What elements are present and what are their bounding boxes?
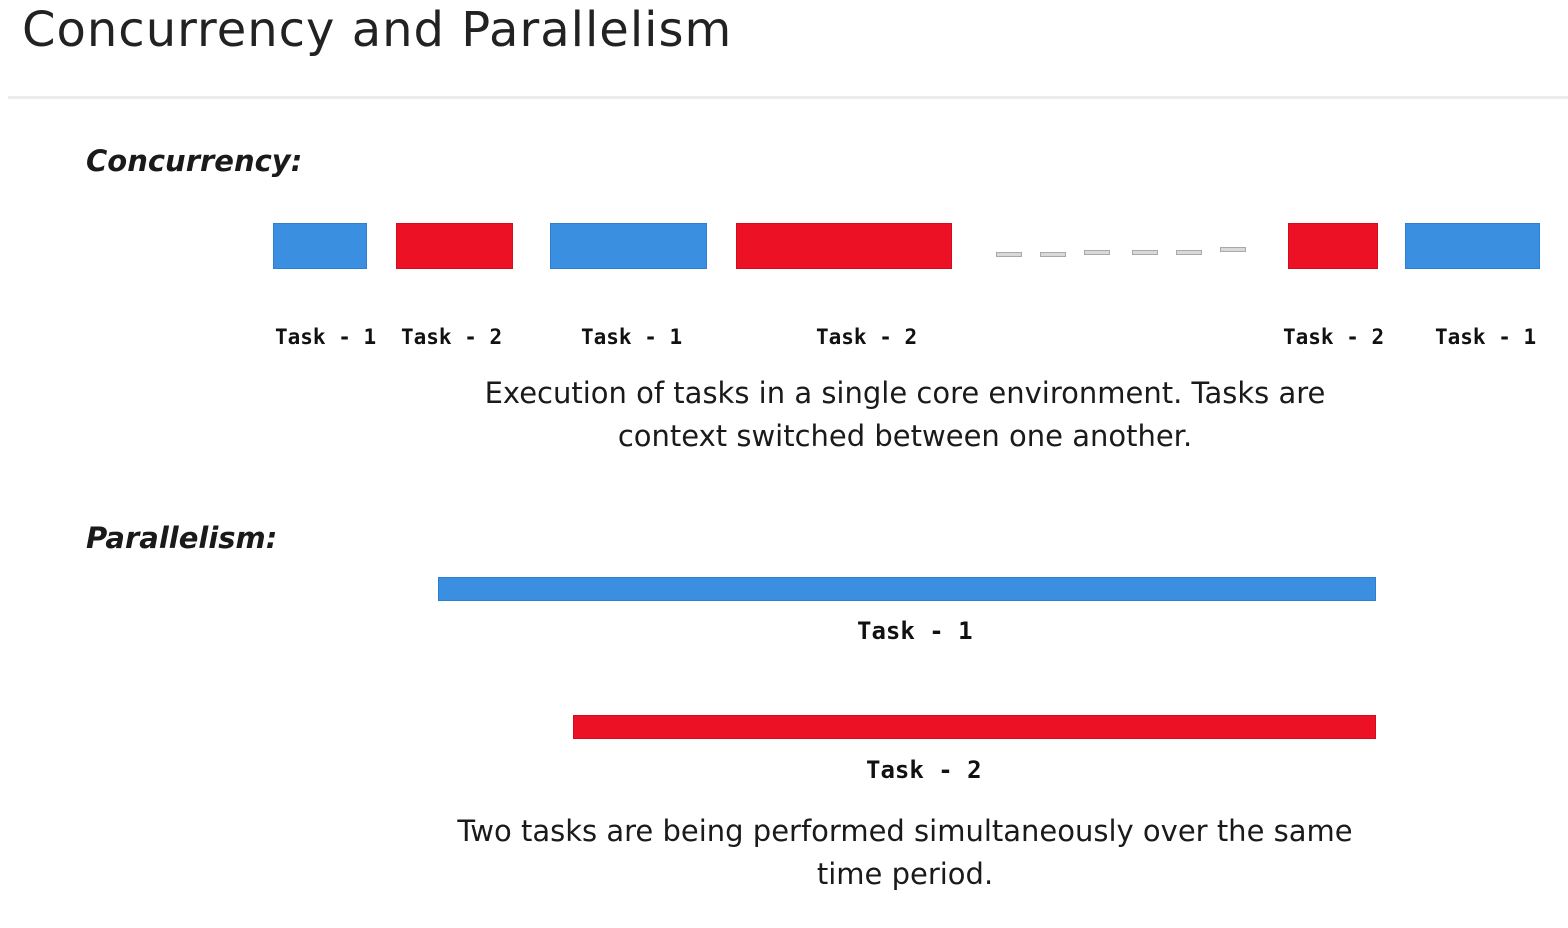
- timeline-label: Task - 1: [1435, 325, 1537, 349]
- timeline-block-task-1: [550, 223, 707, 269]
- timeline-block-task-2: [1288, 223, 1378, 269]
- caption-line: Two tasks are being performed simultaneo…: [457, 814, 1353, 848]
- gap-dash: [1040, 252, 1066, 257]
- caption-line: context switched between one another.: [617, 419, 1193, 453]
- parallel-bar-label-task-1: Task - 1: [857, 617, 973, 645]
- parallelism-heading: Parallelism:: [86, 521, 278, 555]
- caption-line: Execution of tasks in a single core envi…: [484, 376, 1326, 410]
- gap-dash: [996, 252, 1022, 257]
- timeline-block-task-2: [736, 223, 952, 269]
- caption-line: time period.: [816, 857, 994, 891]
- slide-title: Concurrency and Parallelism: [22, 2, 733, 58]
- gap-dash: [1132, 250, 1158, 255]
- title-divider: [8, 96, 1568, 99]
- concurrency-caption: Execution of tasks in a single core envi…: [440, 372, 1370, 458]
- concurrency-heading: Concurrency:: [86, 144, 303, 178]
- gap-dash: [1084, 250, 1110, 255]
- timeline-label: Task - 2: [1283, 325, 1385, 349]
- parallel-bar-task-1: [438, 577, 1376, 601]
- timeline-label: Task - 2: [816, 325, 918, 349]
- timeline-block-task-1: [1405, 223, 1540, 269]
- gap-dash: [1220, 247, 1246, 252]
- timeline-label: Task - 2: [401, 325, 503, 349]
- parallel-bar-label-task-2: Task - 2: [866, 756, 982, 784]
- timeline-label: Task - 1: [581, 325, 683, 349]
- timeline-label: Task - 1: [275, 325, 377, 349]
- parallel-bar-task-2: [573, 715, 1376, 739]
- timeline-block-task-1: [273, 223, 367, 269]
- timeline-block-task-2: [396, 223, 513, 269]
- parallelism-caption: Two tasks are being performed simultaneo…: [440, 810, 1370, 896]
- gap-dash: [1176, 250, 1202, 255]
